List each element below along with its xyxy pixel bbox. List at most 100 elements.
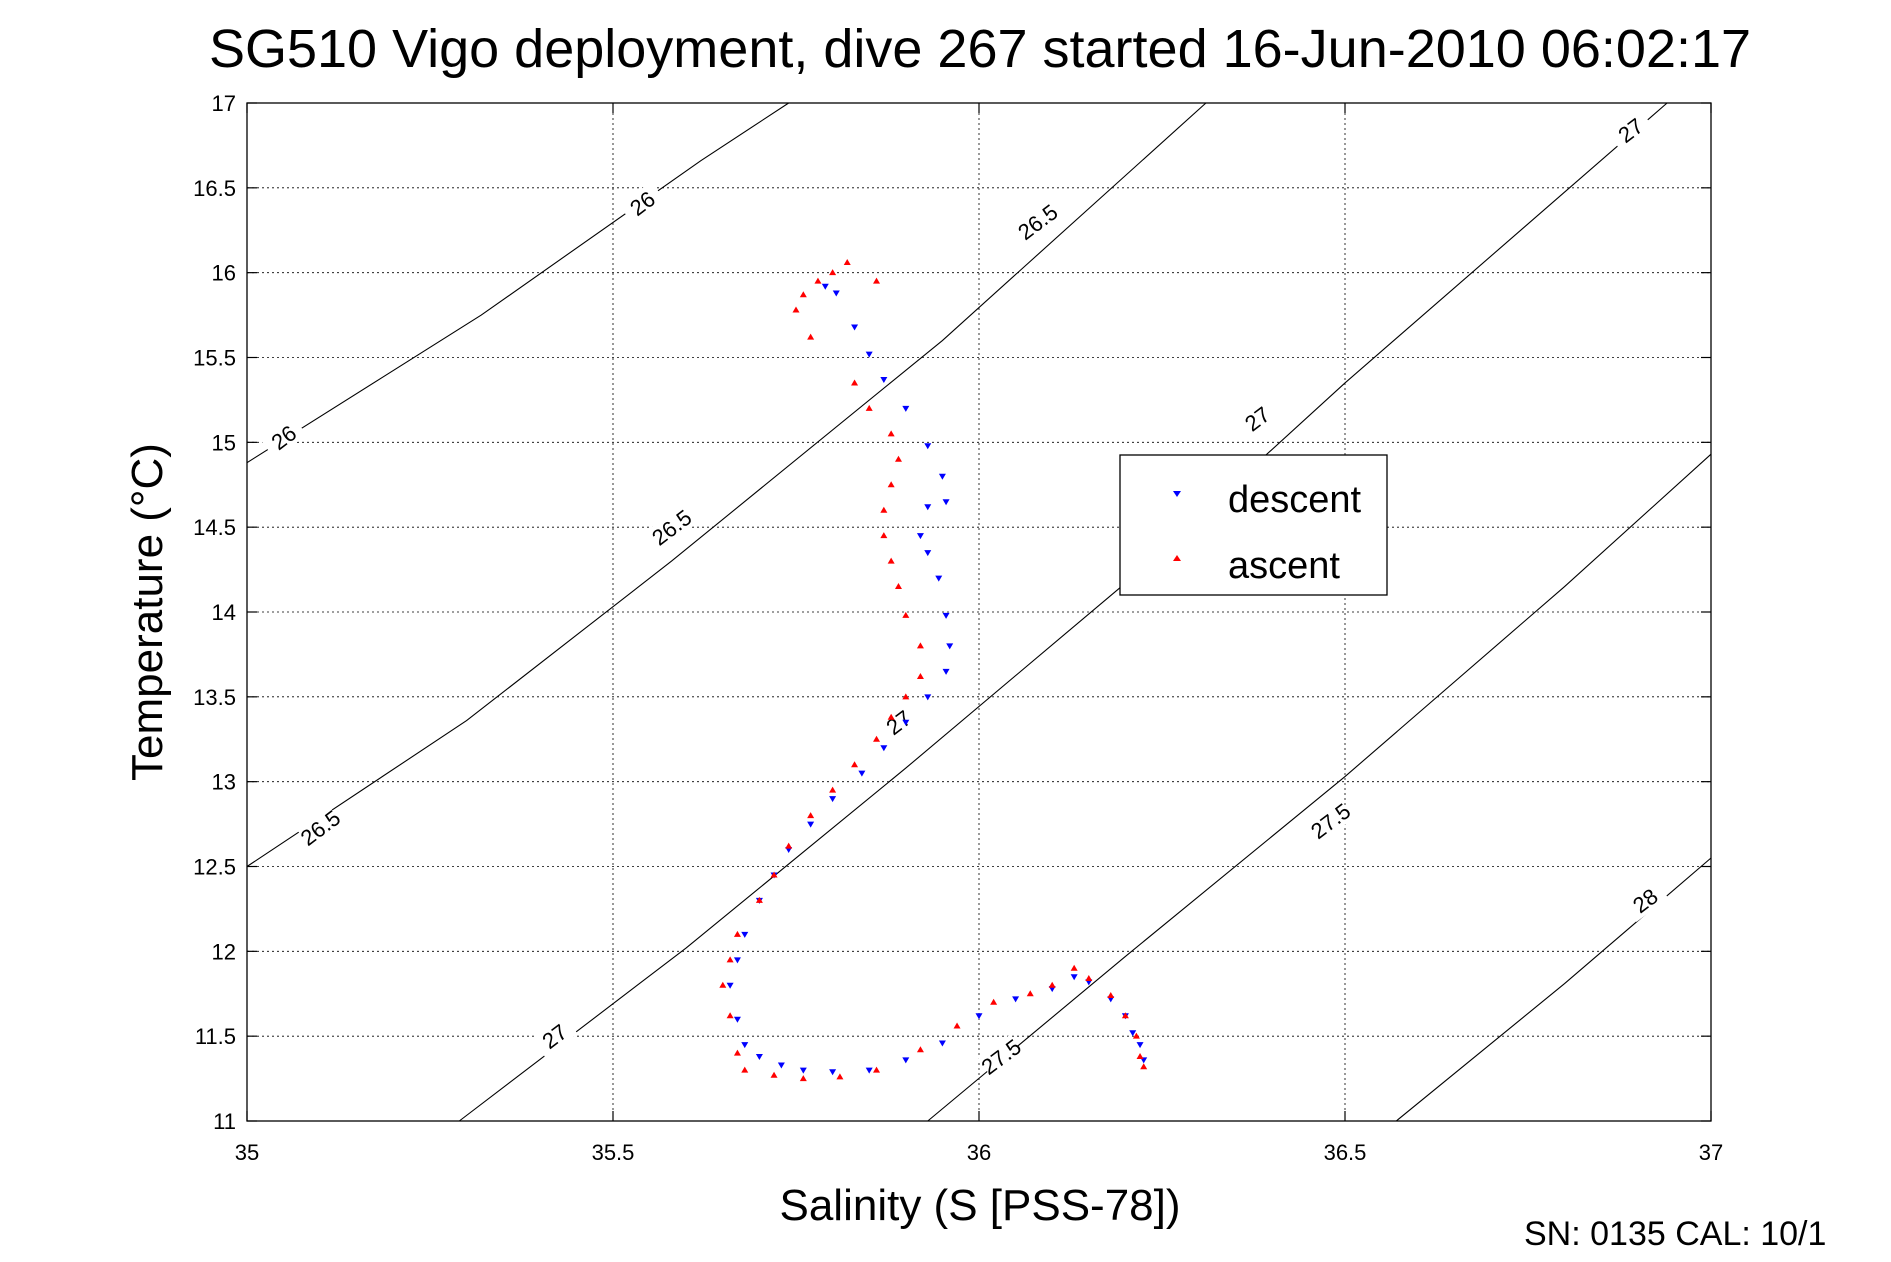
ascent-point	[799, 291, 807, 298]
ascent-point	[755, 896, 763, 903]
ascent-point	[880, 532, 888, 539]
descent-point	[799, 1067, 807, 1074]
contour-label-background	[297, 805, 344, 850]
legend-descent-label: descent	[1228, 479, 1362, 521]
descent-point	[902, 719, 910, 726]
ascent-point	[741, 1066, 749, 1073]
descent-point	[924, 443, 932, 450]
x-tick-label: 36.5	[1324, 1140, 1367, 1165]
contour-label-background	[260, 415, 307, 459]
descent-point	[726, 982, 734, 989]
descent-point	[938, 473, 946, 480]
y-tick-label: 14.5	[193, 515, 236, 540]
ascent-point	[851, 761, 859, 768]
ascent-point	[873, 1066, 881, 1073]
descent-point	[851, 324, 859, 331]
descent-point	[1136, 1042, 1144, 1049]
descent-point	[946, 643, 954, 650]
contour-label-background	[1621, 878, 1669, 923]
contour-label-background	[977, 1034, 1025, 1079]
ascent-point	[1140, 1063, 1148, 1070]
ascent-point	[719, 981, 727, 988]
ascent-point	[1026, 990, 1034, 997]
y-tick-label: 16	[212, 261, 236, 286]
ascent-point	[829, 786, 837, 793]
descent-point	[741, 1042, 749, 1049]
ascent-point	[733, 1049, 741, 1056]
ascent-point	[902, 693, 910, 700]
ascent-point	[726, 1012, 734, 1019]
contour-label-background	[531, 1014, 578, 1058]
descent-point	[807, 821, 815, 828]
ascent-point	[851, 379, 859, 386]
ascent-point	[1085, 974, 1093, 981]
y-axis-label: Temperature (°C)	[123, 443, 172, 781]
descent-point	[924, 550, 932, 557]
ascent-point	[1048, 981, 1056, 988]
ascent-point	[770, 1071, 778, 1078]
descent-point	[916, 533, 924, 540]
axis-ticks	[246, 102, 1712, 1122]
descent-point	[755, 1054, 763, 1061]
x-tick-label: 36	[967, 1140, 991, 1165]
ascent-point	[873, 735, 881, 742]
legend-box	[1119, 454, 1388, 596]
ascent-point	[785, 842, 793, 849]
descent-point	[924, 694, 932, 701]
ascent-point	[916, 672, 924, 679]
ascent-point	[792, 306, 800, 313]
ascent-point	[1132, 1032, 1140, 1039]
ascent-point	[873, 277, 881, 284]
descent-point	[858, 770, 866, 777]
ascent-point	[726, 956, 734, 963]
descent-point	[975, 1013, 983, 1020]
ascent-point	[1070, 964, 1078, 971]
contour-label-background	[619, 181, 666, 225]
x-axis-label: Salinity (S [PSS-78])	[779, 1181, 1180, 1230]
y-tick-label: 15.5	[193, 346, 236, 371]
descent-point	[942, 612, 950, 619]
descent-point	[902, 405, 910, 412]
descent-point	[880, 377, 888, 384]
legend-descent-marker	[1173, 491, 1181, 497]
density-contour-line	[246, 102, 1207, 867]
ascent-point	[770, 871, 778, 878]
x-tick-label: 37	[1699, 1140, 1723, 1165]
y-tick-label: 15	[212, 430, 236, 455]
ascent-point	[814, 277, 822, 284]
descent-point	[924, 504, 932, 511]
y-tick-label: 12.5	[193, 855, 236, 880]
y-tick-label: 11.5	[195, 1024, 236, 1049]
ascent-point	[916, 642, 924, 649]
ascent-point	[807, 812, 815, 819]
density-contour-line	[458, 102, 1668, 1122]
ascent-point	[894, 583, 902, 590]
ascent-point	[843, 258, 851, 265]
ascent-point	[953, 1022, 961, 1029]
descent-point	[865, 1067, 873, 1074]
x-tick-labels: 35 35.5 36 36.5 37	[235, 1140, 1723, 1165]
ascent-point	[1107, 991, 1115, 998]
contour-label-background	[1307, 799, 1354, 843]
descent-point	[733, 957, 741, 964]
descent-point	[829, 796, 837, 803]
contour-label-background	[1233, 396, 1281, 441]
x-tick-label: 35.5	[592, 1140, 635, 1165]
descent-point	[777, 1062, 785, 1069]
y-tick-label: 17	[212, 91, 236, 116]
data-points	[719, 258, 1148, 1082]
descent-point	[942, 499, 950, 506]
y-tick-label: 16.5	[193, 176, 236, 201]
legend: descent ascent	[1119, 454, 1388, 596]
ascent-point	[836, 1073, 844, 1080]
ascent-point	[733, 930, 741, 937]
x-tick-label: 35	[235, 1140, 259, 1165]
contour-label-background	[875, 700, 922, 744]
descent-point	[1012, 996, 1020, 1003]
y-tick-labels: 11 11.5 12 12.5 13 13.5 14 14.5 15 15.5 16 16.5 17	[193, 91, 236, 1134]
ascent-point	[902, 611, 910, 618]
descent-point	[935, 575, 943, 582]
ascent-point	[880, 506, 888, 513]
